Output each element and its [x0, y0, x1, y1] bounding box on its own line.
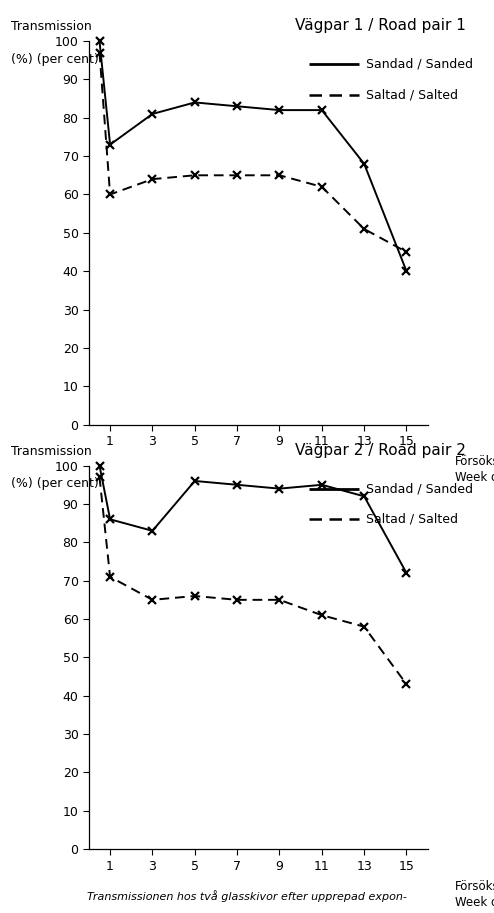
Text: Vägpar 2 / Road pair 2: Vägpar 2 / Road pair 2 [295, 443, 466, 458]
Text: Sandad / Sanded: Sandad / Sanded [367, 482, 473, 495]
Text: Transmission: Transmission [11, 20, 91, 34]
Text: Vägpar 1 / Road pair 1: Vägpar 1 / Road pair 1 [295, 18, 466, 34]
Text: Transmissionen hos två glasskivor efter upprepad expon-: Transmissionen hos två glasskivor efter … [87, 890, 407, 902]
Text: Saltad / Salted: Saltad / Salted [367, 89, 458, 101]
Text: (%) (per cent): (%) (per cent) [11, 477, 98, 490]
Text: (%) (per cent): (%) (per cent) [11, 53, 98, 66]
Text: Saltad / Salted: Saltad / Salted [367, 513, 458, 526]
Text: Transmission: Transmission [11, 445, 91, 458]
Text: Försöksvecka
Week of exposure: Försöksvecka Week of exposure [455, 456, 494, 484]
Text: Sandad / Sanded: Sandad / Sanded [367, 58, 473, 70]
Text: Försöksvecka
Week of exposure: Försöksvecka Week of exposure [455, 880, 494, 908]
